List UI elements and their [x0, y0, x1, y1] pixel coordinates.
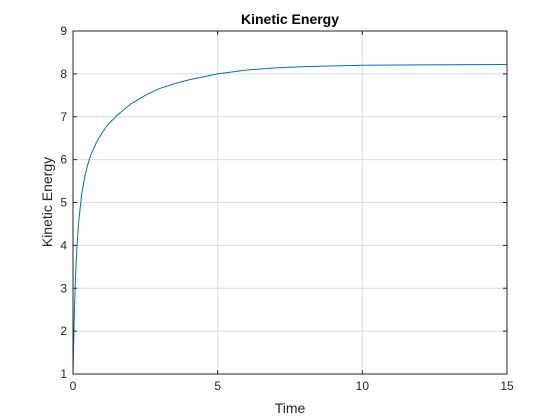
- y-tick-label: 3: [60, 281, 67, 295]
- y-tick-label: 1: [60, 367, 67, 381]
- y-tick-label: 7: [60, 110, 67, 124]
- x-axis-label: Time: [275, 400, 306, 416]
- x-tick-label: 5: [214, 379, 221, 393]
- ticks: 0 5 10 15 1 2 3 4 5 6 7 8 9: [60, 24, 514, 393]
- y-tick-label: 9: [60, 24, 67, 38]
- chart-title: Kinetic Energy: [241, 11, 339, 27]
- kinetic-energy-line: [72, 63, 508, 375]
- y-tick-label: 5: [60, 196, 67, 210]
- x-tick-label: 10: [356, 379, 370, 393]
- x-tick-label: 15: [500, 379, 514, 393]
- y-axis-label: Kinetic Energy: [39, 157, 55, 247]
- series-layer: [72, 63, 508, 375]
- y-tick-label: 6: [60, 153, 67, 167]
- y-tick-label: 8: [60, 67, 67, 81]
- y-tick-label: 4: [60, 238, 67, 252]
- grid: [73, 31, 507, 374]
- x-tick-label: 0: [70, 379, 77, 393]
- y-tick-label: 2: [60, 324, 67, 338]
